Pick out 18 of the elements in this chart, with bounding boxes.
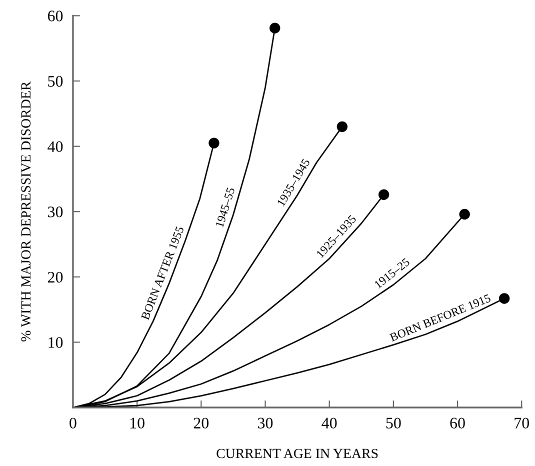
x-tick-label: 40	[322, 418, 337, 428]
x-tick-label: 30	[258, 418, 273, 428]
x-tick-label: 70	[514, 418, 529, 428]
y-axis-title: % WITH MAJOR DEPRESSIVE DISORDER	[21, 81, 31, 342]
x-tick-label: 50	[386, 418, 401, 428]
y-tick-label: 40	[48, 141, 63, 152]
x-tick-label: 0	[70, 418, 76, 428]
y-tick-label: 60	[48, 10, 63, 22]
x-tick-label: 60	[450, 418, 465, 428]
y-tick-label: 10	[48, 337, 63, 348]
y-tick-label: 20	[48, 272, 63, 283]
text: BORN AFTER 1955	[140, 226, 184, 320]
y-tick-label: 50	[48, 76, 63, 87]
x-axis-title: CURRENT AGE IN YEARS	[216, 448, 378, 458]
x-tick-label: 10	[130, 418, 144, 428]
text: 1945–55	[215, 187, 235, 228]
x-tick-label: 20	[194, 418, 209, 428]
y-tick-label: 30	[48, 206, 63, 218]
